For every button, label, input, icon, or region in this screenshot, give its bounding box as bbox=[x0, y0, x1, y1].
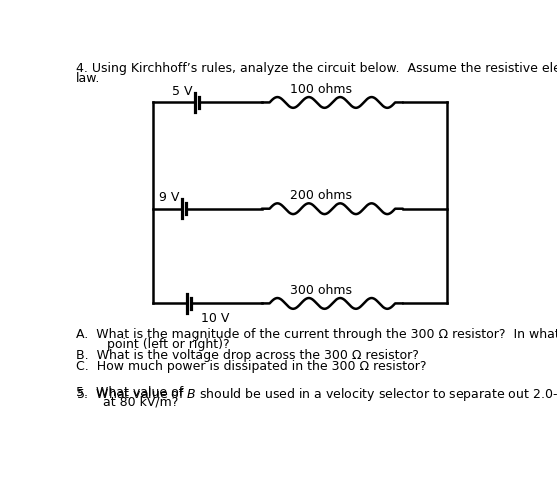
Text: 5 V: 5 V bbox=[172, 85, 192, 98]
Text: 200 ohms: 200 ohms bbox=[290, 189, 351, 202]
Text: point (left or right)?: point (left or right)? bbox=[87, 338, 229, 351]
Text: law.: law. bbox=[76, 72, 100, 84]
Text: 5.  What value of: 5. What value of bbox=[76, 386, 187, 399]
Text: 4. Using Kirchhoff’s rules, analyze the circuit below.  Assume the resistive ele: 4. Using Kirchhoff’s rules, analyze the … bbox=[76, 62, 557, 76]
Text: 10 V: 10 V bbox=[202, 312, 229, 325]
Text: C.  How much power is dissipated in the 300 Ω resistor?: C. How much power is dissipated in the 3… bbox=[76, 360, 426, 373]
Text: A.  What is the magnitude of the current through the 300 Ω resistor?  In what di: A. What is the magnitude of the current … bbox=[76, 328, 557, 341]
Text: 5.  What value of $B$ should be used in a velocity selector to separate out 2.0-: 5. What value of $B$ should be used in a… bbox=[76, 386, 557, 403]
Text: 100 ohms: 100 ohms bbox=[290, 83, 351, 96]
Text: 300 ohms: 300 ohms bbox=[290, 284, 351, 297]
Text: at 80 kV/m?: at 80 kV/m? bbox=[87, 396, 178, 409]
Text: B.  What is the voltage drop across the 300 Ω resistor?: B. What is the voltage drop across the 3… bbox=[76, 349, 419, 362]
Text: 9 V: 9 V bbox=[159, 191, 179, 204]
